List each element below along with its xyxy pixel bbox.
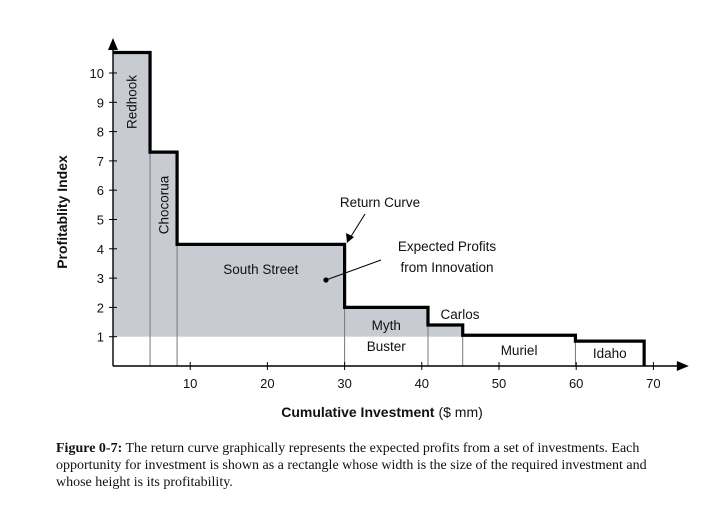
y-tick-label-3: 3 [97,271,104,286]
y-tick-label-5: 5 [97,213,104,228]
x-tick-label-30: 30 [337,376,351,391]
x-axis-title: Cumulative Investment ($ mm) [281,404,483,420]
x-tick-label-70: 70 [646,376,660,391]
profit-area-4 [427,324,463,337]
y-tick-label-10: 10 [90,66,104,81]
y-axis-title: Profitablity Index [54,155,70,269]
x-tick-label-10: 10 [183,376,197,391]
profit-area-3 [344,307,428,337]
y-tick-label-1: 1 [97,330,104,345]
profit-area-2 [177,244,345,337]
x-tick-label-40: 40 [415,376,429,391]
caption-text: The return curve graphically represents … [56,441,647,490]
axes: 1 2 3 4 5 6 7 8 9 10 10 20 30 40 50 60 70 [90,38,689,391]
caption-label: Figure 0-7: [56,441,123,456]
bar-label-carlos: Carlos [440,307,479,322]
x-axis-title-main: Cumulative Investment [281,404,435,420]
bar-label-myth-buster-line2: Buster [367,339,407,354]
bar-label-myth-buster-line1: Myth [372,318,401,333]
y-tick-label-4: 4 [97,242,104,257]
y-tick-label-2: 2 [97,300,104,315]
y-tick-label-6: 6 [97,183,104,198]
x-axis-arrowhead [676,361,689,371]
x-tick-label-20: 20 [260,376,274,391]
expected-profits-annotation-line2: from Innovation [400,260,493,275]
y-tick-label-9: 9 [97,95,104,110]
profit-area-0 [113,52,151,337]
bar-label-muriel: Muriel [501,343,538,358]
figure-caption: Figure 0-7: The return curve graphically… [56,440,676,491]
y-tick-label-8: 8 [97,125,104,140]
bar-label-redhook: Redhook [125,75,140,129]
return-curve-annotation: Return Curve [340,195,420,210]
profit-area-1 [150,152,178,337]
y-axis-arrowhead [108,38,118,50]
expected-profits-dot [323,277,329,283]
x-tick-label-60: 60 [569,376,583,391]
bar-label-idaho: Idaho [593,346,627,361]
return-curve [113,50,646,366]
return-curve-arrow [349,213,366,239]
return-curve-arrow-head [346,233,354,243]
bar-label-south-street: South Street [223,262,298,277]
bar-label-layer: Redhook Chocorua South Street Myth Buster Car… [125,75,627,361]
bar-label-chocorua: Chocorua [157,175,172,234]
return-curve-layer [113,50,646,366]
y-tick-label-7: 7 [97,154,104,169]
x-tick-label-50: 50 [492,376,506,391]
expected-profits-annotation-line1: Expected Profits [398,239,497,254]
return-curve-chart: 1 2 3 4 5 6 7 8 9 10 10 20 30 40 50 60 70 Redhook Chocoru… [54,38,689,420]
x-axis-title-unit: ($ mm) [438,404,482,420]
expected-profits-pointer [325,259,382,281]
